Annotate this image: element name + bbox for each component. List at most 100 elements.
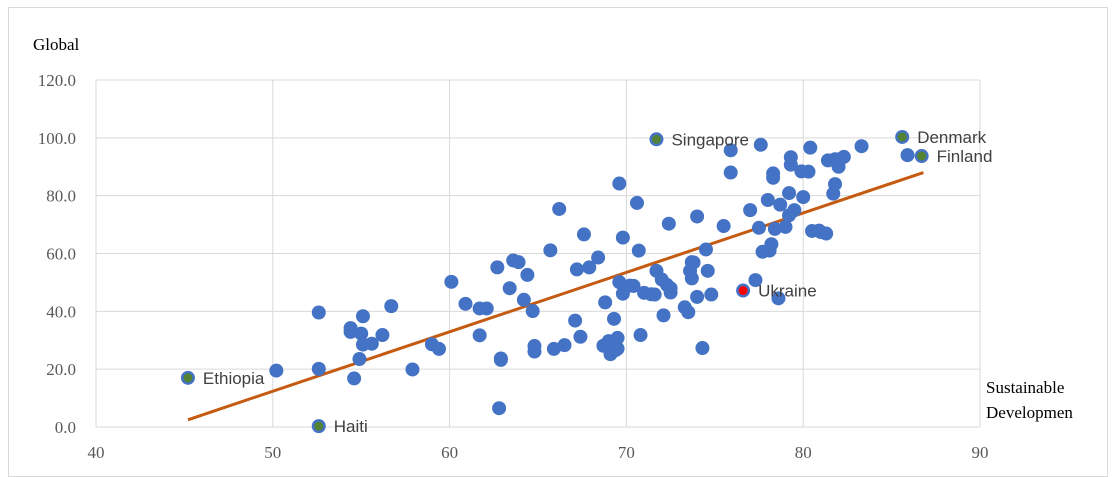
y-tick-label: 60.0 (46, 245, 76, 264)
data-point (753, 137, 768, 152)
data-point (479, 301, 494, 316)
y-tick-label: 80.0 (46, 187, 76, 206)
data-point (511, 255, 526, 270)
data-point (354, 326, 369, 341)
point-label-denmark: Denmark (917, 128, 986, 147)
x-axis-title-line-1: Sustainable (986, 378, 1064, 397)
data-point (771, 291, 786, 306)
data-point (782, 186, 797, 201)
data-point (612, 275, 627, 290)
data-point (569, 262, 584, 277)
data-point (778, 219, 793, 234)
data-point (723, 143, 738, 158)
data-point (690, 289, 705, 304)
data-point (631, 243, 646, 258)
data-point (748, 273, 763, 288)
x-tick-label: 40 (88, 443, 105, 462)
axis-layer: 0.0 20.0 40.0 60.0 80.0 100.0 120.0 40 50 60 70 80 9… (38, 71, 989, 462)
data-point (582, 260, 597, 275)
data-point (723, 165, 738, 180)
data-point (716, 219, 731, 234)
highlight-point-core-singapore (651, 134, 661, 144)
x-axis-title-line-2: Developmen (986, 403, 1073, 422)
data-point (836, 149, 851, 164)
data-point (633, 328, 648, 343)
point-label-ethiopia: Ethiopia (203, 369, 265, 388)
highlight-point-core-finland (917, 151, 927, 161)
data-point (527, 344, 542, 359)
x-tick-label: 80 (795, 443, 812, 462)
data-point (626, 278, 641, 293)
data-point (773, 197, 788, 212)
y-tick-label: 120.0 (38, 71, 76, 90)
data-point (752, 220, 766, 235)
data-point (615, 230, 630, 245)
data-point (431, 341, 446, 356)
data-point (552, 201, 567, 216)
data-point (352, 352, 367, 367)
data-point (743, 203, 758, 218)
data-point (573, 329, 588, 344)
data-point (591, 250, 606, 265)
data-point (492, 401, 507, 416)
data-point (647, 287, 662, 302)
data-point (343, 324, 358, 339)
x-tick-label: 70 (618, 443, 635, 462)
point-label-ukraine: Ukraine (758, 282, 817, 301)
data-point (900, 148, 915, 163)
data-point (766, 170, 781, 185)
data-point (610, 341, 625, 356)
data-point (364, 336, 379, 351)
data-point (525, 304, 540, 319)
data-point (801, 164, 816, 179)
data-point (764, 237, 779, 252)
data-point (598, 295, 613, 310)
data-point (311, 305, 326, 320)
x-tick-label: 50 (264, 443, 281, 462)
data-point (557, 338, 572, 353)
y-tick-label: 40.0 (46, 302, 76, 321)
data-point (269, 363, 284, 378)
data-point (610, 330, 625, 345)
trendline-layer (187, 171, 924, 422)
data-point (607, 311, 622, 326)
x-tick-label: 90 (972, 443, 989, 462)
data-point (767, 221, 782, 236)
highlight-point-core-haiti (314, 421, 324, 431)
data-point (854, 139, 869, 154)
data-point (405, 362, 420, 377)
data-point (458, 296, 473, 311)
data-point (347, 371, 362, 386)
data-point (355, 309, 370, 324)
highlight-point-core-ukraine (738, 286, 748, 296)
data-point (612, 176, 627, 191)
data-point (311, 361, 326, 376)
data-point (828, 177, 843, 192)
data-point (444, 274, 459, 289)
point-label-haiti: Haiti (334, 417, 368, 436)
data-point (690, 209, 705, 224)
data-point (796, 190, 811, 205)
data-point (546, 341, 561, 356)
data-point (783, 157, 798, 172)
y-tick-label: 100.0 (38, 129, 76, 148)
points-layer (180, 129, 929, 434)
data-point (819, 226, 834, 241)
data-point (661, 216, 676, 231)
point-label-singapore: Singapore (671, 130, 749, 149)
data-point (704, 287, 719, 302)
data-point (502, 281, 517, 296)
data-point (516, 292, 531, 307)
data-point (472, 328, 487, 343)
data-point (681, 305, 696, 320)
data-point (695, 341, 710, 356)
data-point (543, 243, 558, 258)
data-point (384, 299, 399, 314)
data-point (663, 285, 678, 300)
data-point (493, 352, 508, 367)
y-tick-label: 20.0 (46, 360, 76, 379)
trendline (187, 171, 924, 422)
data-point (656, 308, 671, 323)
